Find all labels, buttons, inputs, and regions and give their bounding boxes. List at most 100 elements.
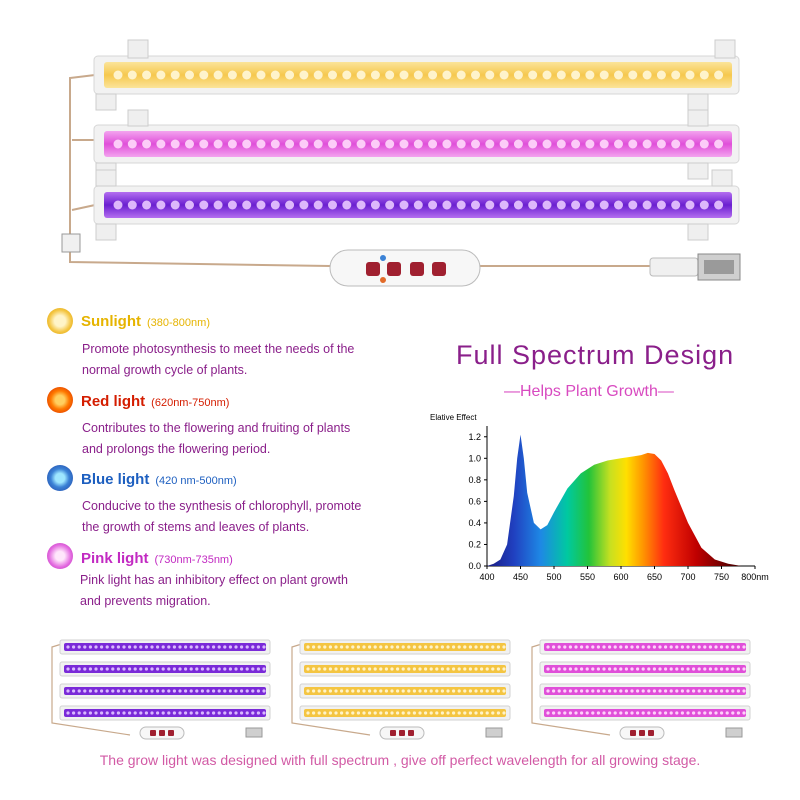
led-dot [127, 70, 137, 80]
led-dot [185, 139, 194, 149]
led-dot [342, 70, 352, 80]
led-dot [428, 139, 438, 149]
led-dot [685, 70, 695, 80]
led-dot [671, 139, 681, 149]
led-dot [370, 139, 380, 149]
led-dot [714, 139, 724, 149]
led-dot [685, 139, 695, 149]
x-tick-label: 450 [513, 572, 528, 582]
led-dot [513, 139, 523, 149]
led-dot [699, 70, 709, 80]
led-dot [428, 200, 438, 210]
x-tick-label: 400 [479, 572, 494, 582]
led-dot [642, 70, 652, 80]
led-dot [156, 70, 166, 80]
led-dot [528, 139, 538, 149]
led-dot [542, 139, 552, 149]
led-dot [356, 139, 366, 149]
led-dot [542, 200, 552, 210]
chart-y-ticks: 0.0 0.2 0.4 0.6 0.8 1.0 1.2 [468, 432, 487, 571]
led-dot [370, 70, 380, 80]
led-dot [499, 139, 509, 149]
led-dot [513, 70, 523, 80]
led-dot [399, 200, 409, 210]
x-tick-label: 500 [546, 572, 561, 582]
pink-light-icon [47, 543, 73, 569]
led-dot [356, 70, 366, 80]
led-dot [571, 200, 581, 210]
led-dot [270, 139, 280, 149]
led-dot [585, 200, 595, 210]
led-dot [471, 139, 480, 149]
led-dot [499, 70, 509, 80]
variant-pink [531, 639, 751, 740]
led-dot [399, 139, 409, 149]
led-dot [656, 70, 666, 80]
led-dot [199, 70, 209, 80]
led-dot [342, 139, 352, 149]
x-tick-label: 600 [613, 572, 628, 582]
led-dots [113, 70, 724, 210]
led-dot [628, 200, 638, 210]
led-dot [113, 200, 123, 210]
led-dot [614, 200, 623, 210]
subheadline: —Helps Plant Growth— [504, 383, 674, 400]
led-dot [485, 70, 495, 80]
led-dot [170, 200, 180, 210]
led-dot [342, 200, 352, 210]
y-tick-label: 0.6 [468, 496, 481, 506]
led-dot [227, 139, 237, 149]
led-dot [199, 139, 209, 149]
led-dot [471, 70, 480, 80]
led-dot [528, 70, 538, 80]
led-dot [385, 70, 395, 80]
footer-caption: The grow light was designed with full sp… [99, 752, 701, 768]
led-dot [528, 200, 538, 210]
pink-light-title: Pink light (730nm-735nm) [81, 550, 233, 567]
led-dot [399, 70, 409, 80]
y-tick-label: 1.2 [468, 432, 481, 442]
x-tick-label: 800nm [741, 572, 769, 582]
variant-sunlight [291, 639, 511, 740]
led-dot [142, 70, 152, 80]
led-dot [513, 200, 523, 210]
led-dot [456, 139, 466, 149]
led-dot [256, 139, 266, 149]
led-dot [270, 70, 280, 80]
led-dot [413, 70, 423, 80]
led-dot [442, 139, 452, 149]
led-dot [256, 70, 266, 80]
led-dot [685, 200, 695, 210]
led-dot [714, 70, 724, 80]
led-dot [642, 139, 652, 149]
led-dot [113, 70, 123, 80]
led-dot [614, 139, 623, 149]
led-dot [185, 70, 194, 80]
chart-ylabel: Elative Effect [430, 413, 477, 422]
led-dot [542, 70, 552, 80]
led-dot [227, 200, 237, 210]
led-dot [485, 200, 495, 210]
led-dot [456, 200, 466, 210]
red-light-description: Contributes to the flowering and fruitin… [82, 421, 351, 456]
blue-light-icon [47, 465, 73, 491]
led-dot [585, 70, 595, 80]
led-dot [442, 200, 452, 210]
led-dot [714, 200, 724, 210]
led-dot [556, 200, 566, 210]
led-dot [413, 200, 423, 210]
led-dot [299, 139, 309, 149]
product-illustration [61, 39, 741, 287]
led-dot [156, 139, 166, 149]
variant-purple [51, 639, 271, 740]
led-dot [699, 200, 709, 210]
led-dot [556, 139, 566, 149]
x-tick-label: 650 [647, 572, 662, 582]
red-light-title: Red light (620nm-750nm) [81, 393, 230, 410]
led-dot [299, 70, 309, 80]
blue-light-title: Blue light (420 nm-500nm) [81, 471, 237, 488]
led-dot [642, 200, 652, 210]
led-dot [356, 200, 366, 210]
led-dot [699, 139, 709, 149]
y-tick-label: 0.4 [468, 518, 481, 528]
